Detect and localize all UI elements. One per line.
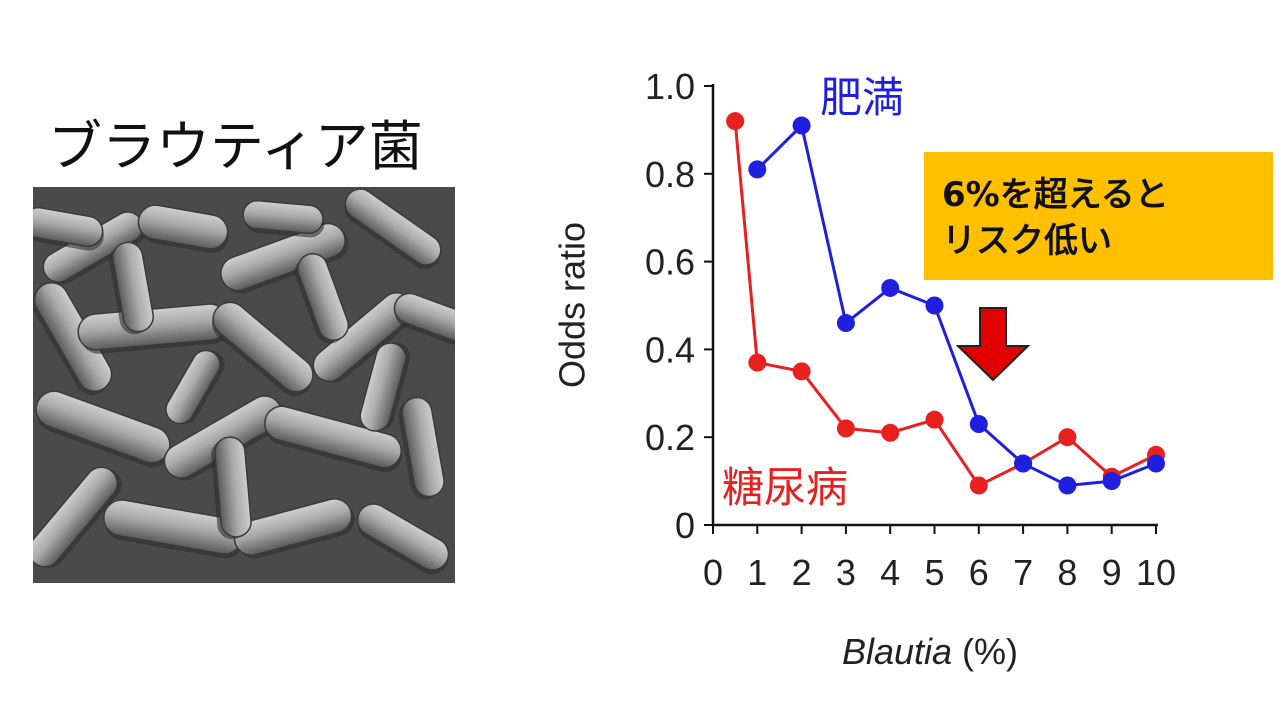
data-point-1 — [748, 353, 767, 372]
bacterium-rod — [264, 405, 403, 473]
series-label-obesity: 肥満 — [820, 73, 904, 122]
data-point-0 — [792, 116, 811, 135]
annotation-box: 6%を超えると リスク低い — [924, 152, 1273, 280]
bacterium-rod — [220, 222, 349, 294]
bacterium-rod — [109, 241, 154, 335]
x-tick-label: 2 — [792, 552, 812, 593]
data-point-1 — [925, 410, 944, 429]
annotation-line-1: 6%を超えると — [942, 175, 1169, 215]
bacterium-rod — [165, 349, 225, 425]
data-point-0 — [836, 314, 855, 333]
x-tick-label: 8 — [1057, 552, 1077, 593]
x-axis-label: Blautia (%) — [842, 631, 1018, 672]
x-tick-label: 3 — [836, 552, 856, 593]
y-tick-label: 1.0 — [645, 66, 695, 107]
bacterium-rod — [211, 436, 252, 540]
bacterium-rod — [356, 503, 450, 575]
bacterium-rod — [344, 188, 442, 270]
bacterium-rod — [137, 204, 229, 254]
data-point-0 — [748, 160, 767, 179]
down-arrow-icon — [955, 307, 1031, 382]
bacterium-rod — [233, 498, 355, 559]
x-tick-label: 5 — [924, 552, 944, 593]
data-point-0 — [1058, 476, 1077, 495]
x-tick-label: 7 — [1013, 552, 1033, 593]
bacterium-rod — [242, 199, 325, 238]
data-point-0 — [1102, 472, 1121, 491]
bacterium-rod — [294, 253, 350, 344]
data-point-0 — [969, 415, 988, 434]
series-line-0 — [756, 122, 1157, 488]
y-tick-label: 0.4 — [645, 329, 695, 370]
x-tick-label: 1 — [747, 552, 767, 593]
bacterium-rod — [33, 206, 104, 251]
bacterium-rod — [212, 301, 314, 396]
bacterium-rod — [359, 342, 411, 432]
y-tick-label: 0.8 — [645, 154, 695, 195]
x-tick-label: 0 — [703, 552, 723, 593]
y-axis-label: Odds ratio — [552, 222, 593, 388]
data-point-1 — [792, 362, 811, 381]
x-tick-label: 9 — [1102, 552, 1122, 593]
chart-series — [726, 112, 1165, 495]
data-point-1 — [881, 423, 900, 442]
bacterium-rod — [77, 303, 231, 354]
data-point-1 — [1058, 428, 1077, 447]
x-tick-label: 4 — [880, 552, 900, 593]
bacterium-rod — [393, 292, 455, 345]
y-tick-label: 0.2 — [645, 417, 695, 458]
x-axis-label-unit: (%) — [952, 631, 1018, 672]
bacterium-rod — [398, 396, 445, 500]
series-label-diabetes: 糖尿病 — [722, 463, 848, 512]
data-point-0 — [1147, 454, 1165, 473]
x-tick-label: 6 — [969, 552, 989, 593]
data-point-0 — [925, 296, 944, 315]
data-point-0 — [881, 278, 900, 297]
panel-title: ブラウティア菌 — [48, 115, 423, 178]
y-tick-label: 0 — [675, 505, 695, 546]
microscope-image — [33, 187, 455, 583]
y-tick-label: 0.6 — [645, 242, 695, 283]
data-point-1 — [969, 476, 988, 495]
x-axis-label-italic: Blautia — [842, 631, 952, 672]
bacterium-rod — [33, 466, 122, 568]
data-point-1 — [726, 112, 745, 131]
data-point-1 — [836, 419, 855, 438]
x-tick-label: 10 — [1136, 552, 1176, 593]
annotation-line-2: リスク低い — [942, 221, 1112, 261]
data-point-0 — [1014, 454, 1033, 473]
